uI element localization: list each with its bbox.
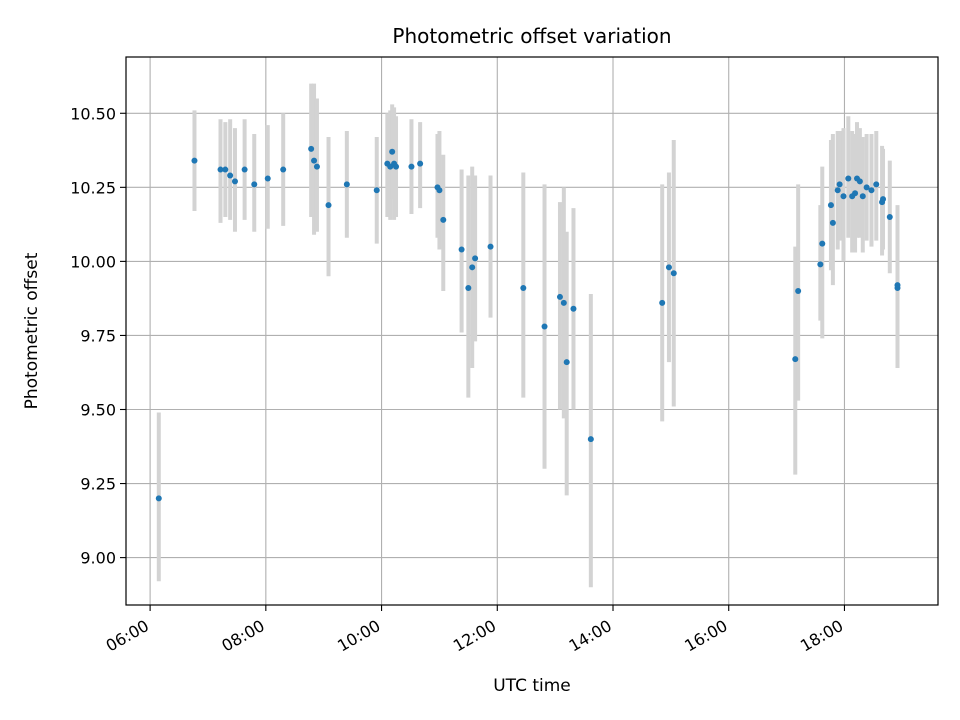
data-point [280,166,287,173]
data-point [819,240,826,247]
data-point [834,187,841,194]
data-point [560,299,567,306]
data-point [670,270,677,277]
data-point [325,202,332,209]
y-tick-label: 9.00 [80,549,116,568]
data-point [859,193,866,200]
data-point [563,359,570,366]
data-point [520,285,527,292]
data-point [894,282,901,289]
data-point [792,356,799,363]
chart-title: Photometric offset variation [392,24,671,48]
data-points [155,145,901,502]
y-axis-ticks: 9.00 9.25 9.50 9.75 10.00 10.25 10.50 [70,104,126,568]
data-point [795,288,802,295]
data-point [217,166,224,173]
y-tick-label: 10.25 [70,178,116,197]
y-tick-label: 10.50 [70,104,116,123]
data-point [829,219,836,226]
data-point [308,145,315,152]
y-tick-label: 9.25 [80,475,116,494]
data-point [659,299,666,306]
data-point [587,436,594,443]
data-point [343,181,350,188]
plot-frame [125,56,939,606]
data-point [856,178,863,185]
data-point [556,293,563,300]
data-point [570,305,577,312]
data-point [436,187,443,194]
data-point [231,178,238,185]
data-point [880,196,887,203]
data-point [665,264,672,271]
data-point [155,495,162,502]
data-point [417,160,424,167]
data-point [827,202,834,209]
data-point [311,157,318,164]
data-point [541,323,548,330]
data-point [868,187,875,194]
data-point [389,148,396,155]
data-point [852,190,859,197]
data-point [191,157,198,164]
data-point [222,166,229,173]
y-tick-label: 9.75 [80,326,116,345]
y-axis-title: Photometric offset [22,252,42,409]
data-point [313,163,320,170]
x-axis-title: UTC time [493,676,571,696]
data-point [373,187,380,194]
y-tick-label: 10.00 [70,252,116,271]
data-point [845,175,852,182]
data-point [458,246,465,253]
data-point [817,261,824,268]
data-point [863,184,870,191]
data-point [264,175,271,182]
data-point [227,172,234,179]
data-point [241,166,248,173]
data-point [836,181,843,188]
data-point [251,181,258,188]
data-point [469,264,476,271]
data-point [408,163,415,170]
data-point [886,213,893,220]
y-tick-label: 9.50 [80,400,116,419]
data-point [440,216,447,223]
data-point [873,181,880,188]
data-point [487,243,494,250]
data-point [465,285,472,292]
data-point [840,193,847,200]
grid [126,57,938,605]
data-point [472,255,479,262]
data-point [393,163,400,170]
